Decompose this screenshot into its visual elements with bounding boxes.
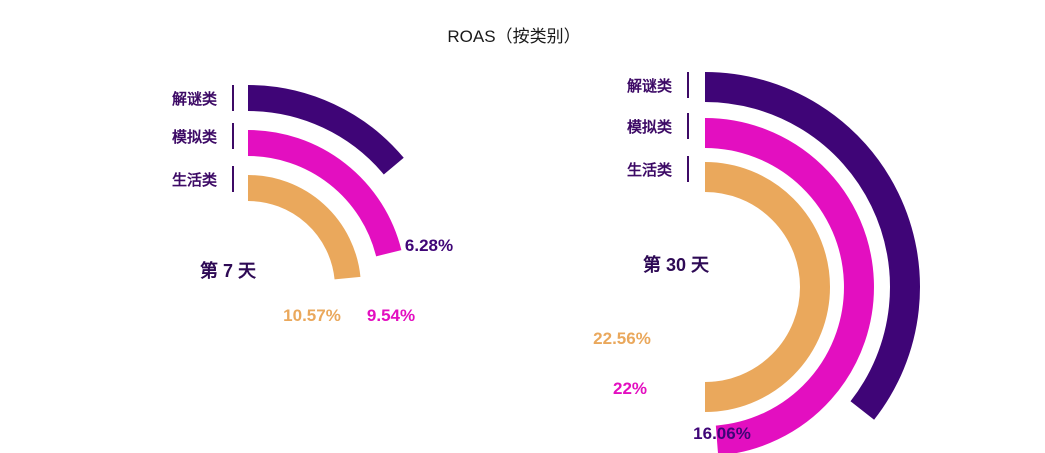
- category-label-simulation-day7: 模拟类: [172, 128, 218, 146]
- category-label-life-day30: 生活类: [627, 161, 673, 179]
- chart-day30: 第 30 天 解谜类 模拟类 生活类 16.06% 22% 22.56%: [593, 72, 920, 453]
- value-label-life-day7: 10.57%: [283, 306, 341, 325]
- arc-puzzle-day7: [247, 85, 404, 175]
- value-label-puzzle-day30: 16.06%: [693, 424, 751, 443]
- category-label-puzzle-day30: 解谜类: [627, 77, 673, 95]
- arc-simulation-day7: [247, 130, 402, 257]
- arc-simulation-day30: [704, 118, 874, 453]
- category-label-life-day7: 生活类: [172, 171, 218, 189]
- category-label-simulation-day30: 模拟类: [627, 118, 673, 136]
- value-label-simulation-day30: 22%: [613, 379, 647, 398]
- period-label-day7: 第 7 天: [200, 260, 257, 281]
- category-label-puzzle-day7: 解谜类: [172, 90, 218, 108]
- arc-puzzle-day30: [704, 72, 920, 420]
- value-label-life-day30: 22.56%: [593, 329, 651, 348]
- arc-life-day30: [704, 162, 830, 412]
- value-label-simulation-day7: 9.54%: [367, 306, 415, 325]
- value-label-puzzle-day7: 6.28%: [405, 236, 453, 255]
- chart-title: ROAS（按类别）: [447, 27, 580, 46]
- arc-life-day7: [247, 175, 361, 280]
- period-label-day30: 第 30 天: [643, 254, 710, 275]
- chart-day7: 第 7 天 解谜类 模拟类 生活类 6.28% 9.54% 10.57%: [172, 85, 453, 325]
